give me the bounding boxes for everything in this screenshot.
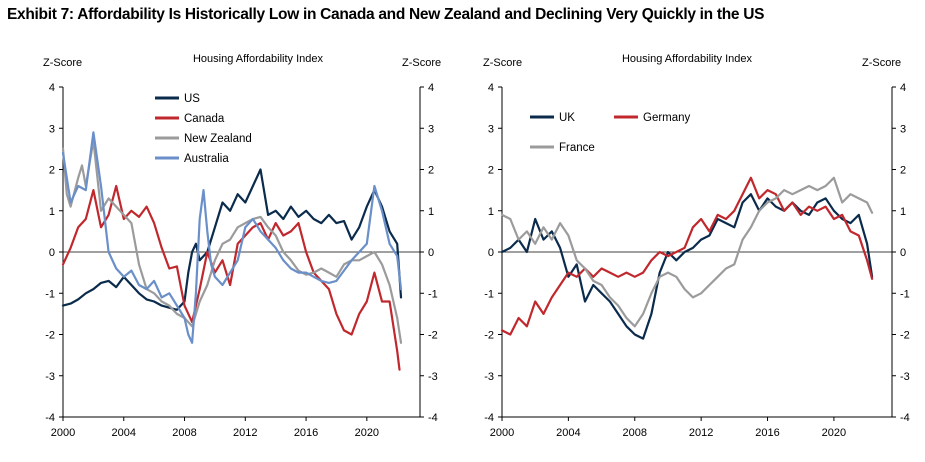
panel1-y-tick-label-right: 4 [428,82,434,94]
panel1-series-australia [61,131,403,344]
panel1-y-tick-label-right: -3 [428,371,438,383]
panel1-y-tick-label-right: 1 [428,206,434,218]
panel2-y-tick-label: 4 [488,82,494,94]
panel2-chart-title: Housing Affordability Index [622,53,753,65]
panel2-x-tick-label: 2000 [490,427,514,439]
panel2-y-tick-label-right: 2 [900,165,906,177]
panel2-y-tick-label-right: -2 [900,330,910,342]
exhibit-title: Exhibit 7: Affordability Is Historically… [7,6,765,23]
panel2-x-tick-label: 2008 [623,427,647,439]
panel1-y-tick-label: -2 [45,330,55,342]
panel2-x-tick-label: 2020 [822,427,846,439]
panel1-y-tick-label: -4 [45,412,55,424]
panel1-y-tick-label: 3 [49,123,55,135]
panel2-y-tick-label: 1 [488,206,494,218]
panel2-y-tick-label: 3 [488,123,494,135]
panel1-x-tick-label: 2012 [233,427,257,439]
panel1-legend-label-canada: Canada [184,113,225,125]
panel1-series-canada [61,184,401,371]
panel1-x-tick-label: 2008 [172,427,196,439]
panel1-x-tick-label: 2020 [355,427,379,439]
panel1-x-tick-label: 2016 [294,427,318,439]
panel2-y-tick-label: -4 [484,412,494,424]
panel2-y-tick-label: -3 [484,371,494,383]
panel2-legend-label-germany: Germany [643,112,691,124]
panel1-y-tick-label: -3 [45,371,55,383]
panel2-legend-label-france: France [559,142,595,154]
panel1-y-tick-label: 2 [49,165,55,177]
panel2-y-tick-label-right: -1 [900,288,910,300]
panel1-y-tick-label-right: -2 [428,330,438,342]
panel1-chart-title: Housing Affordability Index [193,53,324,65]
panel2-y-tick-label-right: 3 [900,123,906,135]
panel2-y-tick-label-right: -3 [900,371,910,383]
panel2-x-tick-label: 2016 [755,427,779,439]
panel2-y-tick-label: -2 [484,330,494,342]
panel1-y-tick-label: 1 [49,206,55,218]
panel1-y-tick-label-right: 0 [428,247,434,259]
panel1-legend-label-australia: Australia [184,153,229,165]
panel1-legend-label-new-zealand: New Zealand [184,133,252,145]
panel1-x-tick-label: 2004 [112,427,136,439]
panel1-y-axis-title-left: Z-Score [43,57,82,69]
panel2-x-tick-label: 2004 [556,427,580,439]
panel1-x-tick-label: 2000 [51,427,75,439]
panel2-y-tick-label: 0 [488,247,494,259]
panel1-y-tick-label: 4 [49,82,55,94]
panel2-x-tick-label: 2012 [689,427,713,439]
panel1-y-tick-label-right: -4 [428,412,438,424]
panel2-y-tick-label-right: 0 [900,247,906,259]
panel2-y-tick-label: -1 [484,288,494,300]
panel1-y-tick-label-right: 3 [428,123,434,135]
panel1-y-tick-label-right: -1 [428,288,438,300]
panel1-series-new-zealand [61,139,403,344]
panel1-y-tick-label: 0 [49,247,55,259]
panel2-series-germany [500,176,874,336]
panel1-legend-label-us: US [184,93,200,105]
panel1-y-axis-title-right: Z-Score [402,57,441,69]
panel2-y-tick-label: 2 [488,165,494,177]
panel2-y-axis-title-left: Z-Score [483,57,522,69]
panel2-y-tick-label-right: 4 [900,82,906,94]
panel2-y-axis-title-right: Z-Score [862,57,901,69]
panel1-y-tick-label-right: 2 [428,165,434,177]
panel2-y-tick-label-right: 1 [900,206,906,218]
panel2-y-tick-label-right: -4 [900,412,910,424]
panel1-y-tick-label: -1 [45,288,55,300]
panel1-series-us [61,168,403,311]
panel2-legend-label-uk: UK [559,112,575,124]
panel2-series-france [500,176,874,328]
panel2-series-uk [500,193,874,340]
